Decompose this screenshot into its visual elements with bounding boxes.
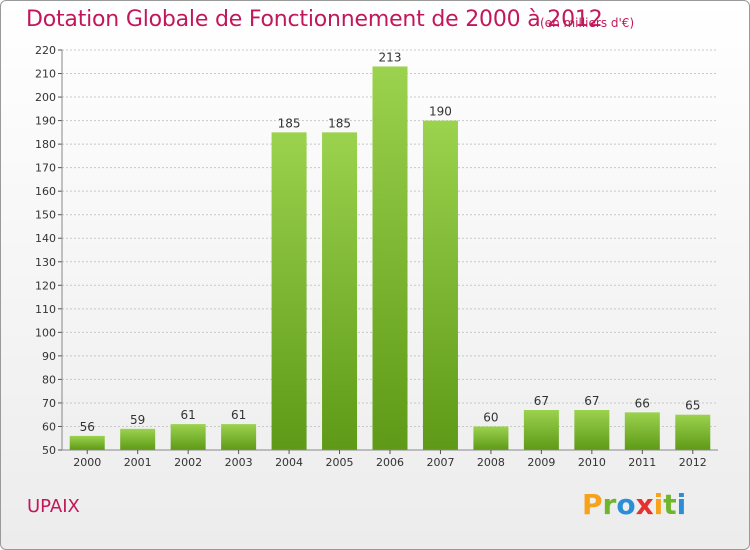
commune-name: UPAIX: [27, 496, 80, 517]
x-tick-label: 2000: [73, 456, 101, 469]
x-tick-label: 2003: [225, 456, 253, 469]
bar-2006: [372, 66, 408, 451]
x-tick-label: 2002: [174, 456, 202, 469]
bar-value-label: 60: [483, 410, 498, 424]
bar-value-label: 66: [635, 396, 650, 410]
x-axis: 2000 2001 2002 2003 2004 2005 2006 2007 2008 2009…: [62, 449, 718, 469]
bar-value-label: 67: [534, 394, 549, 408]
bar-value-label: 185: [278, 116, 301, 130]
logo-letter: i: [676, 488, 687, 521]
y-tick-label: 120: [35, 279, 56, 292]
chart-title: Dotation Globale de Fonctionnement de 20…: [26, 7, 603, 32]
y-tick-label: 190: [35, 115, 56, 128]
bar-2003: [221, 424, 257, 450]
bar-value-label: 59: [130, 413, 145, 427]
x-tick-label: 2008: [477, 456, 505, 469]
logo-letter: x: [635, 488, 654, 521]
y-tick-label: 70: [42, 397, 56, 410]
bar-value-label: 61: [181, 408, 196, 422]
logo-letter: o: [616, 488, 636, 521]
y-tick-label: 210: [35, 68, 56, 81]
chart-unit: (en milliers d'€): [540, 16, 635, 30]
y-tick-label: 220: [35, 44, 56, 57]
x-tick-label: 2009: [527, 456, 555, 469]
y-tick-label: 200: [35, 91, 56, 104]
x-tick-label: 2011: [628, 456, 656, 469]
bar-2009: [523, 410, 559, 450]
bar-2010: [574, 410, 610, 450]
logo-letter: i: [653, 488, 664, 521]
y-tick-label: 90: [42, 350, 56, 363]
bar-2005: [322, 132, 358, 450]
bar-value-label: 190: [429, 105, 452, 119]
bar-2002: [170, 424, 206, 450]
y-tick-label: 50: [42, 444, 56, 457]
bar-2012: [675, 414, 711, 450]
bar-value-label: 67: [584, 394, 599, 408]
logo-letter: r: [602, 488, 617, 521]
y-axis: 50 60 70 80 90 100 110 120 130 140 150 160 170 180 190…: [35, 44, 63, 457]
x-tick-label: 2001: [124, 456, 152, 469]
bar-2007: [422, 120, 458, 451]
bar-value-label: 213: [379, 50, 402, 64]
bar-value-label: 61: [231, 408, 246, 422]
y-tick-label: 130: [35, 256, 56, 269]
x-tick-label: 2010: [578, 456, 606, 469]
y-tick-label: 170: [35, 162, 56, 175]
y-tick-label: 150: [35, 209, 56, 222]
bar-2001: [120, 428, 156, 450]
logo-letter: P: [582, 488, 603, 521]
y-tick-label: 60: [42, 420, 56, 433]
x-tick-label: 2005: [326, 456, 354, 469]
y-tick-label: 80: [42, 373, 56, 386]
bars: 56 59 61 61 185 185 213 190 60 67 67 66 65: [69, 50, 711, 451]
x-tick-label: 2004: [275, 456, 303, 469]
y-tick-label: 140: [35, 232, 56, 245]
bar-2008: [473, 426, 509, 450]
bar-value-label: 65: [685, 399, 700, 413]
logo-letter: t: [663, 488, 677, 521]
x-tick-label: 2012: [679, 456, 707, 469]
bar-2011: [624, 412, 660, 450]
y-tick-label: 100: [35, 326, 56, 339]
y-tick-label: 110: [35, 303, 56, 316]
proxiti-logo: Proxiti: [582, 488, 686, 521]
bar-value-label: 56: [80, 420, 95, 434]
y-tick-label: 160: [35, 185, 56, 198]
bar-value-label: 185: [328, 116, 351, 130]
y-tick-label: 180: [35, 138, 56, 151]
x-tick-label: 2007: [426, 456, 454, 469]
x-tick-label: 2006: [376, 456, 404, 469]
bar-2000: [69, 435, 105, 450]
bar-2004: [271, 132, 307, 450]
